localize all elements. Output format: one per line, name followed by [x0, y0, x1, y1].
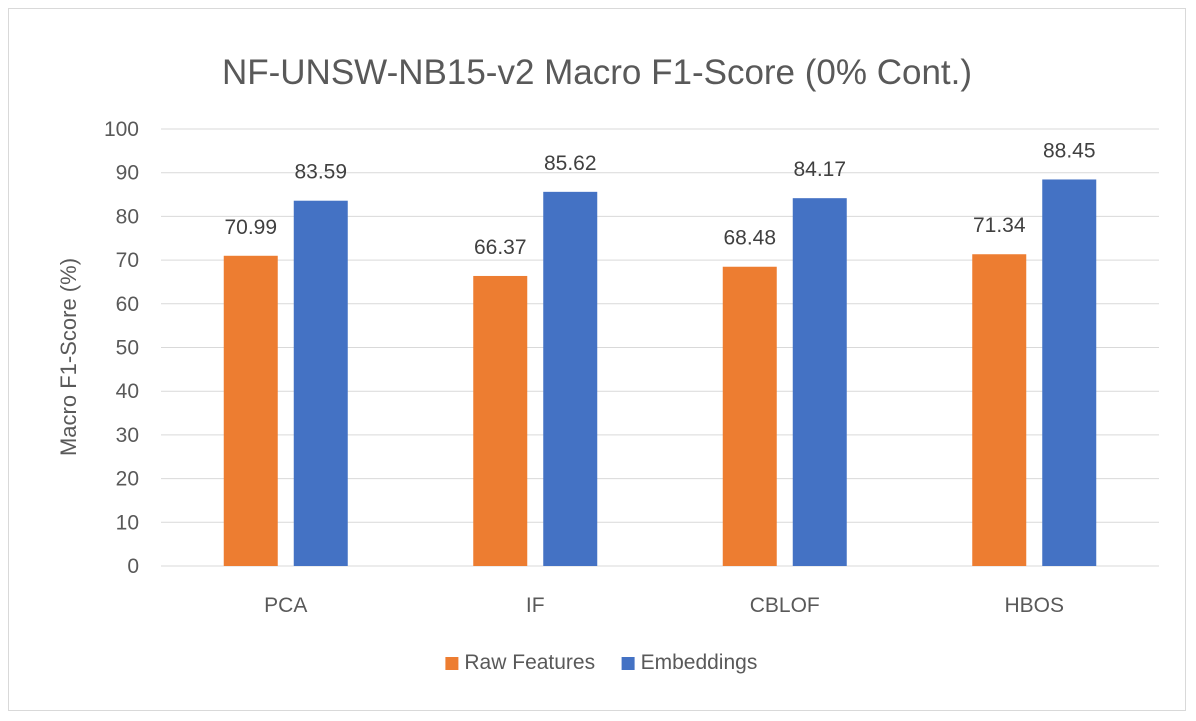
y-tick-label: 100: [104, 118, 139, 141]
data-label: 83.59: [294, 161, 347, 184]
y-tick-label: 50: [116, 337, 139, 360]
data-label: 68.48: [723, 227, 776, 250]
data-labels: 70.99 83.59 66.37 85.62 68.48 84.17 71.34 88.45: [224, 139, 1095, 258]
y-tick-label: 70: [116, 249, 139, 272]
y-tick-label: 20: [116, 468, 139, 491]
y-tick-label: 80: [116, 205, 139, 228]
bar-raw-features-pca: [223, 255, 278, 567]
chart-frame: NF-UNSW-NB15-v2 Macro F1-Score (0% Cont.…: [8, 8, 1186, 711]
legend: Raw Features Embeddings: [445, 651, 757, 674]
legend-swatch-embeddings: [621, 657, 635, 670]
data-label: 85.62: [544, 152, 597, 175]
y-axis-title: Macro F1-Score (%): [56, 258, 81, 456]
y-tick-label: 60: [116, 293, 139, 316]
y-tick-label: 90: [116, 162, 139, 185]
legend-label: Raw Features: [464, 651, 595, 674]
bar-embeddings-cblof: [792, 198, 847, 566]
bar-raw-features-if: [473, 275, 528, 566]
data-label: 88.45: [1043, 139, 1096, 162]
x-category-label: PCA: [264, 594, 307, 617]
bar-raw-features-cblof: [722, 266, 777, 566]
x-category-label: CBLOF: [750, 594, 820, 617]
y-tick-label: 40: [116, 380, 139, 403]
data-label: 70.99: [224, 216, 277, 239]
bar-raw-features-hbos: [972, 254, 1027, 566]
x-axis-categories: PCA IF CBLOF HBOS: [264, 594, 1064, 617]
legend-swatch-raw-features: [445, 657, 459, 670]
y-tick-label: 10: [116, 511, 139, 534]
data-label: 71.34: [973, 214, 1026, 237]
legend-label: Embeddings: [641, 651, 758, 674]
bar-embeddings-hbos: [1042, 179, 1097, 566]
x-category-label: HBOS: [1004, 594, 1064, 617]
data-label: 84.17: [793, 158, 846, 181]
bar-embeddings-pca: [293, 200, 348, 566]
data-label: 66.37: [474, 236, 527, 259]
bar-chart: NF-UNSW-NB15-v2 Macro F1-Score (0% Cont.…: [56, 53, 1159, 674]
bar-embeddings-if: [543, 191, 598, 566]
y-tick-label: 0: [127, 555, 139, 578]
y-axis-ticks: 0 10 20 30 40 50 60 70 80 90 100: [104, 118, 139, 578]
x-category-label: IF: [526, 594, 545, 617]
chart-title: NF-UNSW-NB15-v2 Macro F1-Score (0% Cont.…: [222, 53, 972, 92]
bars: [223, 179, 1097, 567]
y-tick-label: 30: [116, 424, 139, 447]
